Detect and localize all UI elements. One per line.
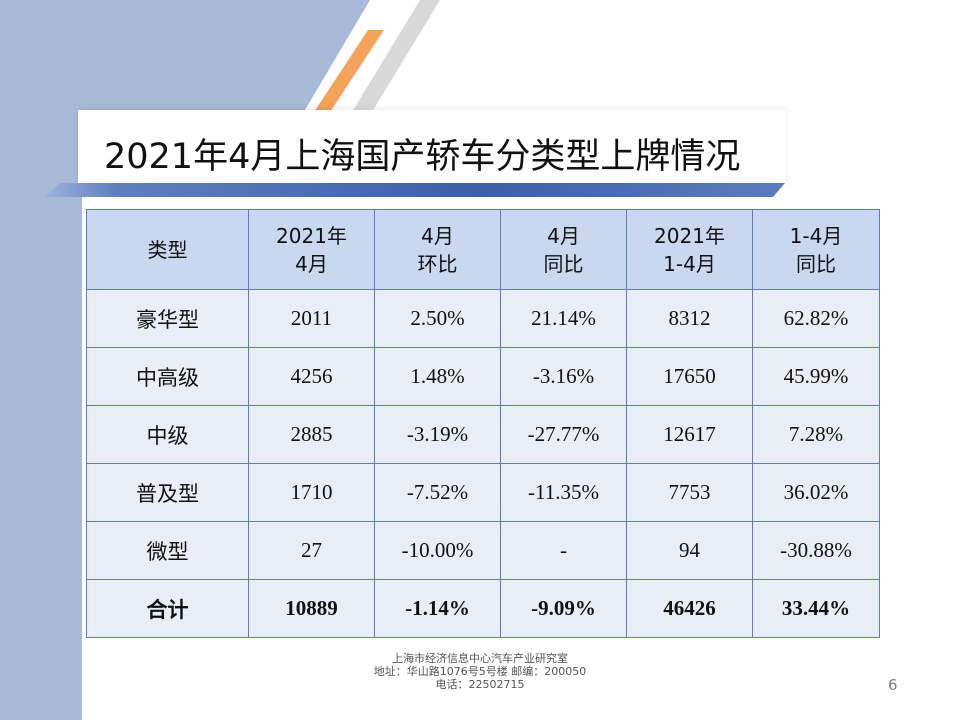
table-total-row: 合计 10889 -1.14% -9.09% 46426 33.44% (86, 579, 880, 638)
table-row: 微型 27 -10.00% - 94 -30.88% (86, 521, 880, 580)
row-category-cell: 中级 (86, 405, 249, 464)
title-underline-bar (44, 183, 785, 197)
table-cell: 33.44% (752, 579, 880, 638)
header-line: 2021年 (276, 223, 347, 248)
row-category-cell: 中高级 (86, 347, 249, 406)
table-cell: 7.28% (752, 405, 880, 464)
table-cell: -3.19% (374, 405, 501, 464)
footer-contact: 上海市经济信息中心汽车产业研究室 地址：华山路1076号5号楼 邮编：20005… (330, 652, 630, 691)
footer-phone: 电话：22502715 (435, 678, 525, 691)
header-category: 类型 (86, 209, 249, 290)
table-cell: 94 (626, 521, 753, 580)
header-line: 1-4月 (663, 251, 716, 276)
table-cell: 1.48% (374, 347, 501, 406)
table-cell: 2.50% (374, 289, 501, 348)
header-line: 1-4月 (789, 223, 843, 248)
top-decor-band (0, 0, 370, 110)
header-april-mom: 4月 环比 (374, 209, 501, 290)
row-category-cell: 微型 (86, 521, 249, 580)
table-row: 中高级 4256 1.48% -3.16% 17650 45.99% (86, 347, 880, 406)
header-line: 2021年 (654, 223, 725, 248)
row-category-cell: 普及型 (86, 463, 249, 522)
footer-org: 上海市经济信息中心汽车产业研究室 (392, 652, 568, 665)
table-cell: - (500, 521, 627, 580)
table-cell: 2011 (248, 289, 375, 348)
table-cell: 8312 (626, 289, 753, 348)
table-cell: -3.16% (500, 347, 627, 406)
table-cell: 17650 (626, 347, 753, 406)
row-category-cell: 豪华型 (86, 289, 249, 348)
table-cell: -30.88% (752, 521, 880, 580)
table-cell: 2885 (248, 405, 375, 464)
table-cell: 4256 (248, 347, 375, 406)
header-jan-apr-yoy: 1-4月 同比 (752, 209, 880, 290)
table-cell: 1710 (248, 463, 375, 522)
table-row: 普及型 1710 -7.52% -11.35% 7753 36.02% (86, 463, 880, 522)
footer-address: 地址：华山路1076号5号楼 邮编：200050 (373, 665, 587, 678)
table-cell: 21.14% (500, 289, 627, 348)
table-cell: 45.99% (752, 347, 880, 406)
table-row: 豪华型 2011 2.50% 21.14% 8312 62.82% (86, 289, 880, 348)
table-cell: 46426 (626, 579, 753, 638)
header-line: 4月 (421, 223, 454, 248)
page-number: 6 (888, 676, 898, 694)
table-cell: 10889 (248, 579, 375, 638)
table-cell: 36.02% (752, 463, 880, 522)
sedan-registration-table: 类型 2021年 4月 4月 环比 4月 同比 2021年 1-4月 1-4月 … (86, 209, 880, 638)
header-line: 同比 (543, 251, 584, 276)
table-cell: -27.77% (500, 405, 627, 464)
row-category-cell: 合计 (86, 579, 249, 638)
header-line: 4月 (295, 251, 328, 276)
table-cell: 27 (248, 521, 375, 580)
title-box (78, 110, 786, 190)
header-line: 类型 (147, 237, 188, 262)
table-cell: -7.52% (374, 463, 501, 522)
header-april-2021: 2021年 4月 (248, 209, 375, 290)
table-cell: -11.35% (500, 463, 627, 522)
table-cell: 62.82% (752, 289, 880, 348)
table-cell: 7753 (626, 463, 753, 522)
header-line: 4月 (547, 223, 580, 248)
table-cell: -1.14% (374, 579, 501, 638)
header-line: 同比 (796, 251, 836, 276)
header-april-yoy: 4月 同比 (500, 209, 627, 290)
table-header-row: 类型 2021年 4月 4月 环比 4月 同比 2021年 1-4月 1-4月 … (86, 209, 880, 290)
table-cell: -9.09% (500, 579, 627, 638)
table-cell: -10.00% (374, 521, 501, 580)
header-line: 环比 (417, 251, 458, 276)
table-cell: 12617 (626, 405, 753, 464)
header-jan-apr-2021: 2021年 1-4月 (626, 209, 753, 290)
left-decor-panel (0, 0, 82, 720)
table-row: 中级 2885 -3.19% -27.77% 12617 7.28% (86, 405, 880, 464)
page-title: 2021年4月上海国产轿车分类型上牌情况 (104, 137, 741, 177)
